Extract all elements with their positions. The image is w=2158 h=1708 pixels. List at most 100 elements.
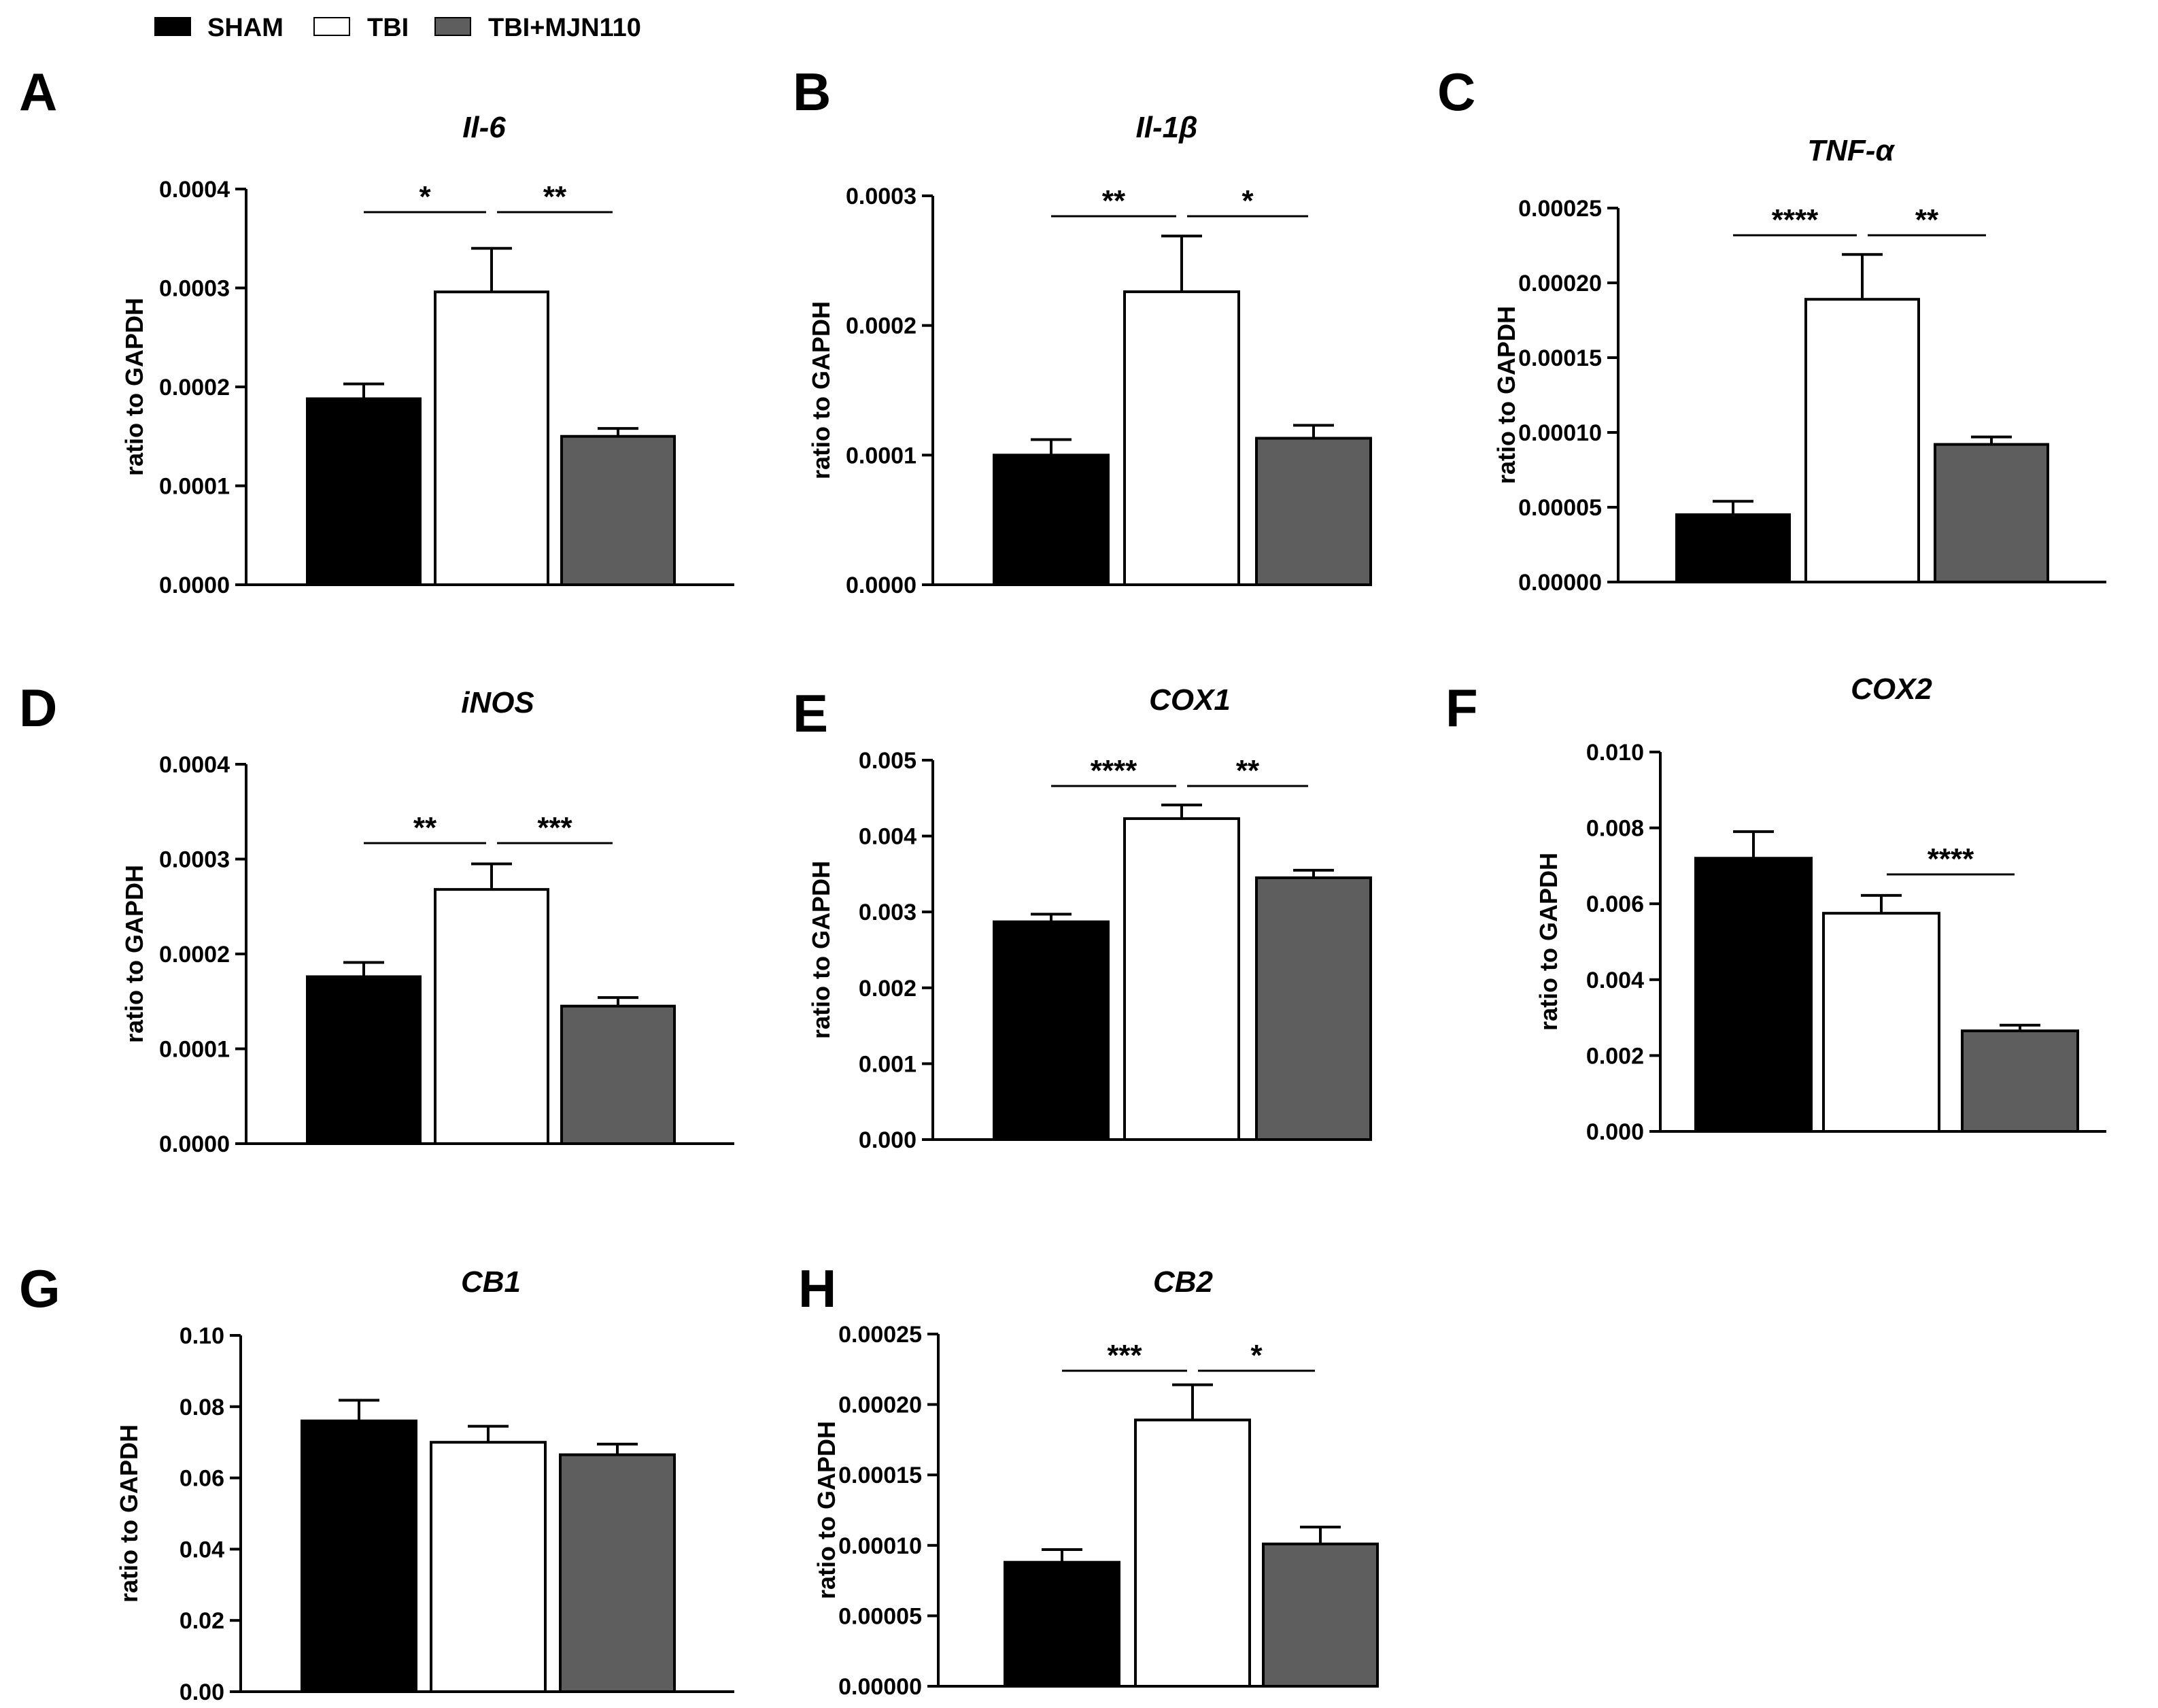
y-tick-label: 0.00025 bbox=[1518, 196, 1602, 222]
bar-tbi-mjn110 bbox=[559, 1453, 676, 1694]
panel-title: TNF-α bbox=[1807, 134, 1895, 167]
y-tick-label: 0.10 bbox=[179, 1323, 224, 1349]
panel-title: iNOS bbox=[461, 686, 534, 719]
y-tick-label: 0.0002 bbox=[159, 942, 230, 968]
legend-swatch-sham bbox=[154, 17, 191, 36]
y-axis-label: ratio to GAPDH bbox=[120, 298, 148, 476]
y-axis-label: ratio to GAPDH bbox=[120, 865, 148, 1043]
legend-item-tbi-mjn110: TBI+MJN110 bbox=[434, 14, 641, 42]
bar-tbi-mjn110 bbox=[1262, 1542, 1379, 1688]
y-tick-label: 0.0001 bbox=[159, 1037, 230, 1063]
y-tick-label: 0.06 bbox=[179, 1466, 224, 1492]
bar-tbi bbox=[1822, 912, 1940, 1133]
legend-swatch-tbi-mjn110 bbox=[434, 17, 471, 36]
bar-tbi-mjn110 bbox=[1255, 437, 1372, 587]
bar-tbi-mjn110 bbox=[560, 434, 676, 586]
y-tick-label: 0.0000 bbox=[159, 573, 230, 598]
bar-tbi bbox=[1123, 817, 1240, 1141]
significance-label: **** bbox=[1928, 842, 1974, 876]
y-tick-label: 0.00010 bbox=[1518, 420, 1602, 446]
y-axis-label: ratio to GAPDH bbox=[1492, 306, 1520, 484]
panel-title: CB2 bbox=[1153, 1265, 1214, 1299]
panel-h: H CB2 ratio to GAPDH 0.00000 0.00005 0.00010 0… bbox=[798, 1259, 1379, 1700]
legend-label-tbi-mjn110: TBI+MJN110 bbox=[488, 14, 641, 42]
y-tick-label: 0.0003 bbox=[159, 847, 230, 873]
significance-label: *** bbox=[537, 811, 572, 844]
y-tick-label: 0.0002 bbox=[846, 313, 917, 339]
panel-letter: C bbox=[1437, 62, 1475, 122]
significance-label: ** bbox=[543, 180, 567, 214]
panel-letter: G bbox=[19, 1259, 61, 1318]
panel-title: Il-6 bbox=[462, 111, 506, 144]
bar-sham bbox=[301, 1419, 417, 1693]
legend-item-tbi: TBI bbox=[313, 14, 409, 42]
y-tick-label: 0.004 bbox=[859, 824, 917, 850]
legend-item-sham: SHAM bbox=[154, 14, 284, 42]
y-axis-label: ratio to GAPDH bbox=[807, 301, 835, 479]
y-tick-label: 0.002 bbox=[859, 976, 917, 1002]
panel-letter: F bbox=[1445, 678, 1478, 738]
significance-label: * bbox=[1250, 1339, 1263, 1372]
y-tick-label: 0.00015 bbox=[1518, 345, 1602, 371]
y-tick-label: 0.00005 bbox=[1518, 495, 1602, 521]
y-tick-label: 0.008 bbox=[1586, 816, 1644, 842]
y-tick-label: 0.02 bbox=[179, 1608, 224, 1634]
panel-title: CB1 bbox=[461, 1265, 521, 1299]
panel-g: G CB1 ratio to GAPDH 0.00 0.02 0.04 0.06 0.08 0.… bbox=[19, 1259, 734, 1705]
panel-letter: H bbox=[798, 1259, 836, 1318]
y-tick-label: 0.0003 bbox=[159, 276, 230, 302]
y-tick-label: 0.005 bbox=[859, 748, 917, 774]
bar-sham bbox=[993, 920, 1110, 1141]
significance-label: ** bbox=[1236, 754, 1260, 787]
significance-label: ** bbox=[1915, 203, 1939, 237]
panel-letter: A bbox=[19, 62, 57, 122]
legend-swatch-tbi bbox=[313, 17, 350, 36]
bar-tbi bbox=[434, 888, 549, 1145]
y-tick-label: 0.00000 bbox=[838, 1674, 922, 1700]
y-tick-label: 0.00015 bbox=[838, 1463, 922, 1488]
y-tick-label: 0.00 bbox=[179, 1679, 224, 1705]
y-tick-label: 0.00005 bbox=[838, 1603, 922, 1629]
y-tick-label: 0.003 bbox=[859, 900, 917, 925]
y-tick-label: 0.0004 bbox=[159, 752, 230, 778]
panel-letter: E bbox=[793, 683, 828, 743]
bar-sham bbox=[1694, 857, 1813, 1133]
panel-e: E COX1 ratio to GAPDH 0.000 0.001 0.002 0.003 0… bbox=[793, 683, 1372, 1153]
y-tick-label: 0.00010 bbox=[838, 1533, 922, 1559]
panel-title: COX2 bbox=[1851, 672, 1932, 706]
significance-label: ** bbox=[1102, 184, 1126, 218]
significance-label: * bbox=[1241, 184, 1254, 218]
y-tick-label: 0.010 bbox=[1586, 740, 1644, 766]
y-tick-label: 0.001 bbox=[859, 1051, 917, 1077]
significance-label: **** bbox=[1772, 203, 1819, 237]
y-tick-label: 0.04 bbox=[179, 1537, 224, 1562]
bar-tbi bbox=[430, 1441, 547, 1693]
panel-a: A Il-6 ratio to GAPDH 0.0000 0.0001 0.0002 0.0… bbox=[19, 62, 734, 598]
y-tick-label: 0.0000 bbox=[159, 1131, 230, 1157]
bar-sham bbox=[306, 397, 422, 587]
significance-label: *** bbox=[1107, 1339, 1142, 1372]
bar-tbi bbox=[1134, 1418, 1251, 1688]
significance-label: ** bbox=[413, 811, 437, 844]
panel-c: C TNF-α ratio to GAPDH 0.00000 0.00005 0.0001… bbox=[1437, 62, 2106, 596]
y-tick-label: 0.0001 bbox=[159, 474, 230, 500]
y-axis-label: ratio to GAPDH bbox=[1535, 853, 1562, 1031]
y-tick-label: 0.0003 bbox=[846, 184, 917, 209]
panel-title: COX1 bbox=[1149, 683, 1231, 717]
y-tick-label: 0.00000 bbox=[1518, 570, 1602, 596]
y-axis-label: ratio to GAPDH bbox=[812, 1421, 840, 1599]
y-tick-label: 0.0001 bbox=[846, 443, 917, 468]
y-tick-label: 0.000 bbox=[859, 1127, 917, 1153]
bar-tbi-mjn110 bbox=[1961, 1029, 2079, 1133]
bar-tbi-mjn110 bbox=[1934, 443, 2049, 583]
y-tick-label: 0.08 bbox=[179, 1395, 224, 1420]
y-axis-label: ratio to GAPDH bbox=[115, 1424, 143, 1603]
y-tick-label: 0.0002 bbox=[159, 375, 230, 400]
y-tick-label: 0.0000 bbox=[846, 573, 917, 598]
y-tick-label: 0.002 bbox=[1586, 1043, 1644, 1069]
legend-label-sham: SHAM bbox=[207, 14, 284, 42]
panel-b: B Il-1β ratio to GAPDH 0.0000 0.0001 0.0002 0.… bbox=[793, 62, 1372, 598]
y-tick-label: 0.0004 bbox=[159, 177, 230, 203]
y-axis-label: ratio to GAPDH bbox=[807, 861, 835, 1039]
legend: SHAM TBI TBI+MJN110 bbox=[154, 14, 641, 42]
